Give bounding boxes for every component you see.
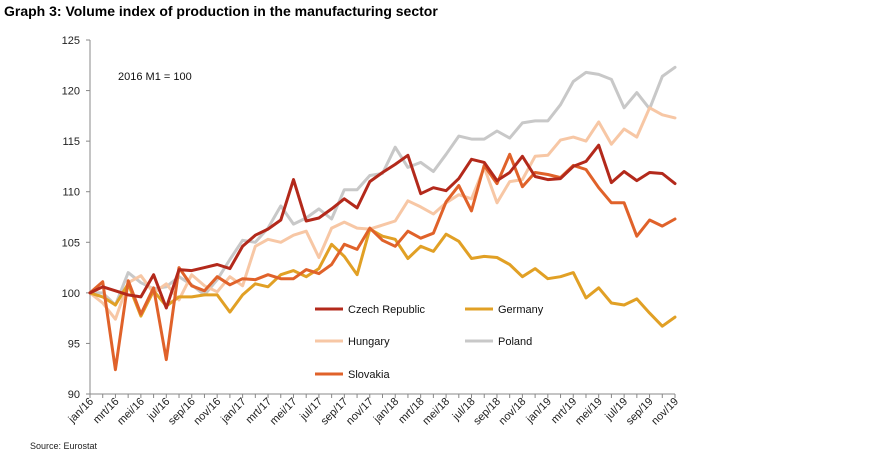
legend: Czech Republic Germany Hungary Poland Slovak… bbox=[315, 304, 544, 381]
x-tick-label: sep/19 bbox=[624, 396, 656, 428]
series-line-slovakia bbox=[88, 152, 677, 372]
x-tick-label: nov/18 bbox=[497, 396, 529, 428]
y-tick-label: 90 bbox=[68, 389, 80, 401]
x-tick-label: nov/16 bbox=[191, 396, 223, 428]
legend-label-hungary: Hungary bbox=[348, 336, 390, 348]
base-annotation: 2016 M1 = 100 bbox=[118, 71, 192, 83]
series-lines bbox=[88, 65, 677, 372]
x-tick-label: nov/19 bbox=[649, 396, 681, 428]
x-tick-label: sep/17 bbox=[319, 396, 351, 428]
x-tick-label: sep/16 bbox=[166, 396, 198, 428]
y-tick-label: 100 bbox=[62, 288, 80, 300]
y-tick-label: 110 bbox=[62, 187, 80, 199]
series-line-czech-republic bbox=[88, 143, 677, 310]
x-tick-label: jan/17 bbox=[218, 396, 248, 426]
x-tick-label: mei/16 bbox=[115, 396, 147, 428]
series-line-hungary bbox=[88, 106, 677, 321]
y-tick-label: 95 bbox=[68, 338, 80, 350]
x-tick-label: jan/18 bbox=[371, 396, 401, 426]
x-tick-label: mei/17 bbox=[268, 396, 300, 428]
legend-label-slovakia: Slovakia bbox=[348, 369, 390, 381]
y-tick-label: 115 bbox=[62, 136, 80, 148]
legend-label-poland: Poland bbox=[498, 336, 532, 348]
x-tick-label: sep/18 bbox=[471, 396, 503, 428]
legend-label-czech-republic: Czech Republic bbox=[348, 304, 426, 316]
x-tick-label: jan/19 bbox=[524, 396, 554, 426]
y-tick-label: 105 bbox=[62, 237, 80, 249]
source-note: Source: Eurostat bbox=[30, 441, 98, 451]
y-tick-label: 120 bbox=[62, 86, 80, 98]
legend-label-germany: Germany bbox=[498, 304, 544, 316]
x-tick-label: mei/19 bbox=[573, 396, 605, 428]
y-tick-label: 125 bbox=[62, 35, 80, 47]
chart-title: Graph 3: Volume index of production in t… bbox=[4, 3, 438, 19]
x-tick-label: mei/18 bbox=[420, 396, 452, 428]
series-line-germany bbox=[88, 227, 677, 328]
x-tick-label: nov/17 bbox=[344, 396, 376, 428]
